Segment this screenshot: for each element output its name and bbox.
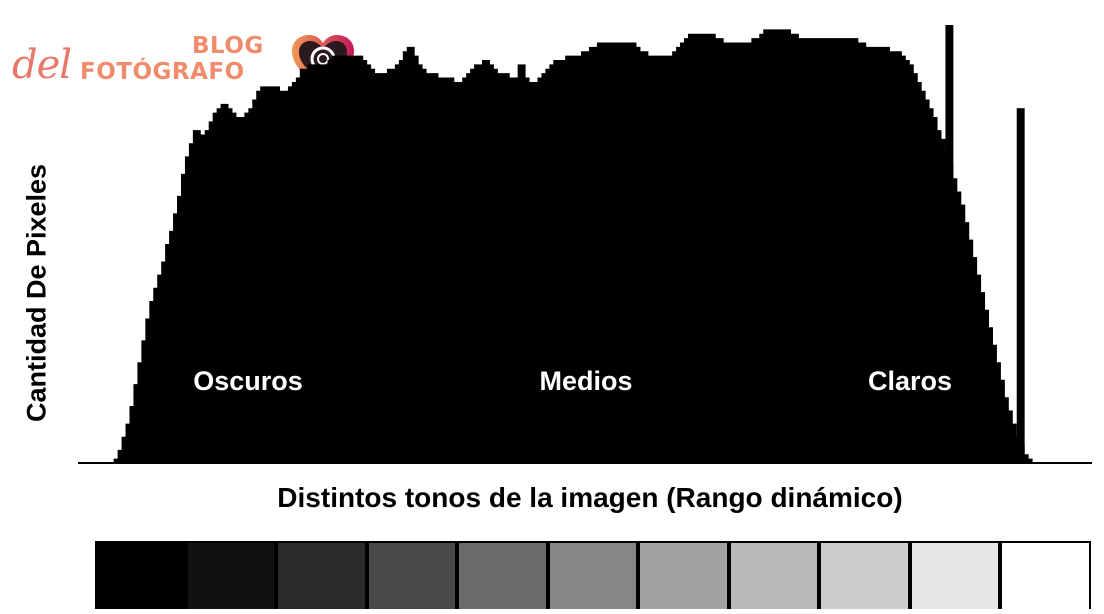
annotation-oscuros: Oscuros [193, 366, 303, 397]
histogram-peak-5 [827, 130, 835, 463]
tone-swatch-4 [457, 541, 548, 609]
tone-swatch-10 [1000, 541, 1091, 609]
histogram-peak-3 [629, 95, 637, 463]
tone-swatch-6 [638, 541, 729, 609]
tone-swatch-0 [95, 541, 186, 609]
tone-swatch-9 [910, 541, 1001, 609]
histogram-peak-2 [518, 64, 526, 463]
annotation-claros: Claros [868, 366, 952, 397]
histogram-peak-7 [945, 25, 953, 463]
tone-swatch-1 [186, 541, 277, 609]
tone-swatch-7 [729, 541, 820, 609]
tone-scale-bar [95, 541, 1091, 614]
histogram-peak-4 [676, 99, 684, 463]
histogram-peak-1 [351, 130, 359, 463]
tone-swatch-8 [819, 541, 910, 609]
histogram-peak-0 [320, 104, 328, 463]
histogram-area [78, 29, 1092, 463]
tone-swatch-5 [548, 541, 639, 609]
tone-swatch-3 [367, 541, 458, 609]
histogram-peak-6 [890, 113, 898, 463]
histogram-peak-8 [1017, 108, 1025, 463]
annotation-medios: Medios [539, 366, 632, 397]
y-axis-label-text: Cantidad De Pixeles [22, 163, 53, 421]
x-axis-label: Distintos tonos de la imagen (Rango diná… [140, 482, 1040, 514]
y-axis-label: Cantidad De Pixeles [20, 140, 54, 445]
tone-swatch-2 [276, 541, 367, 609]
